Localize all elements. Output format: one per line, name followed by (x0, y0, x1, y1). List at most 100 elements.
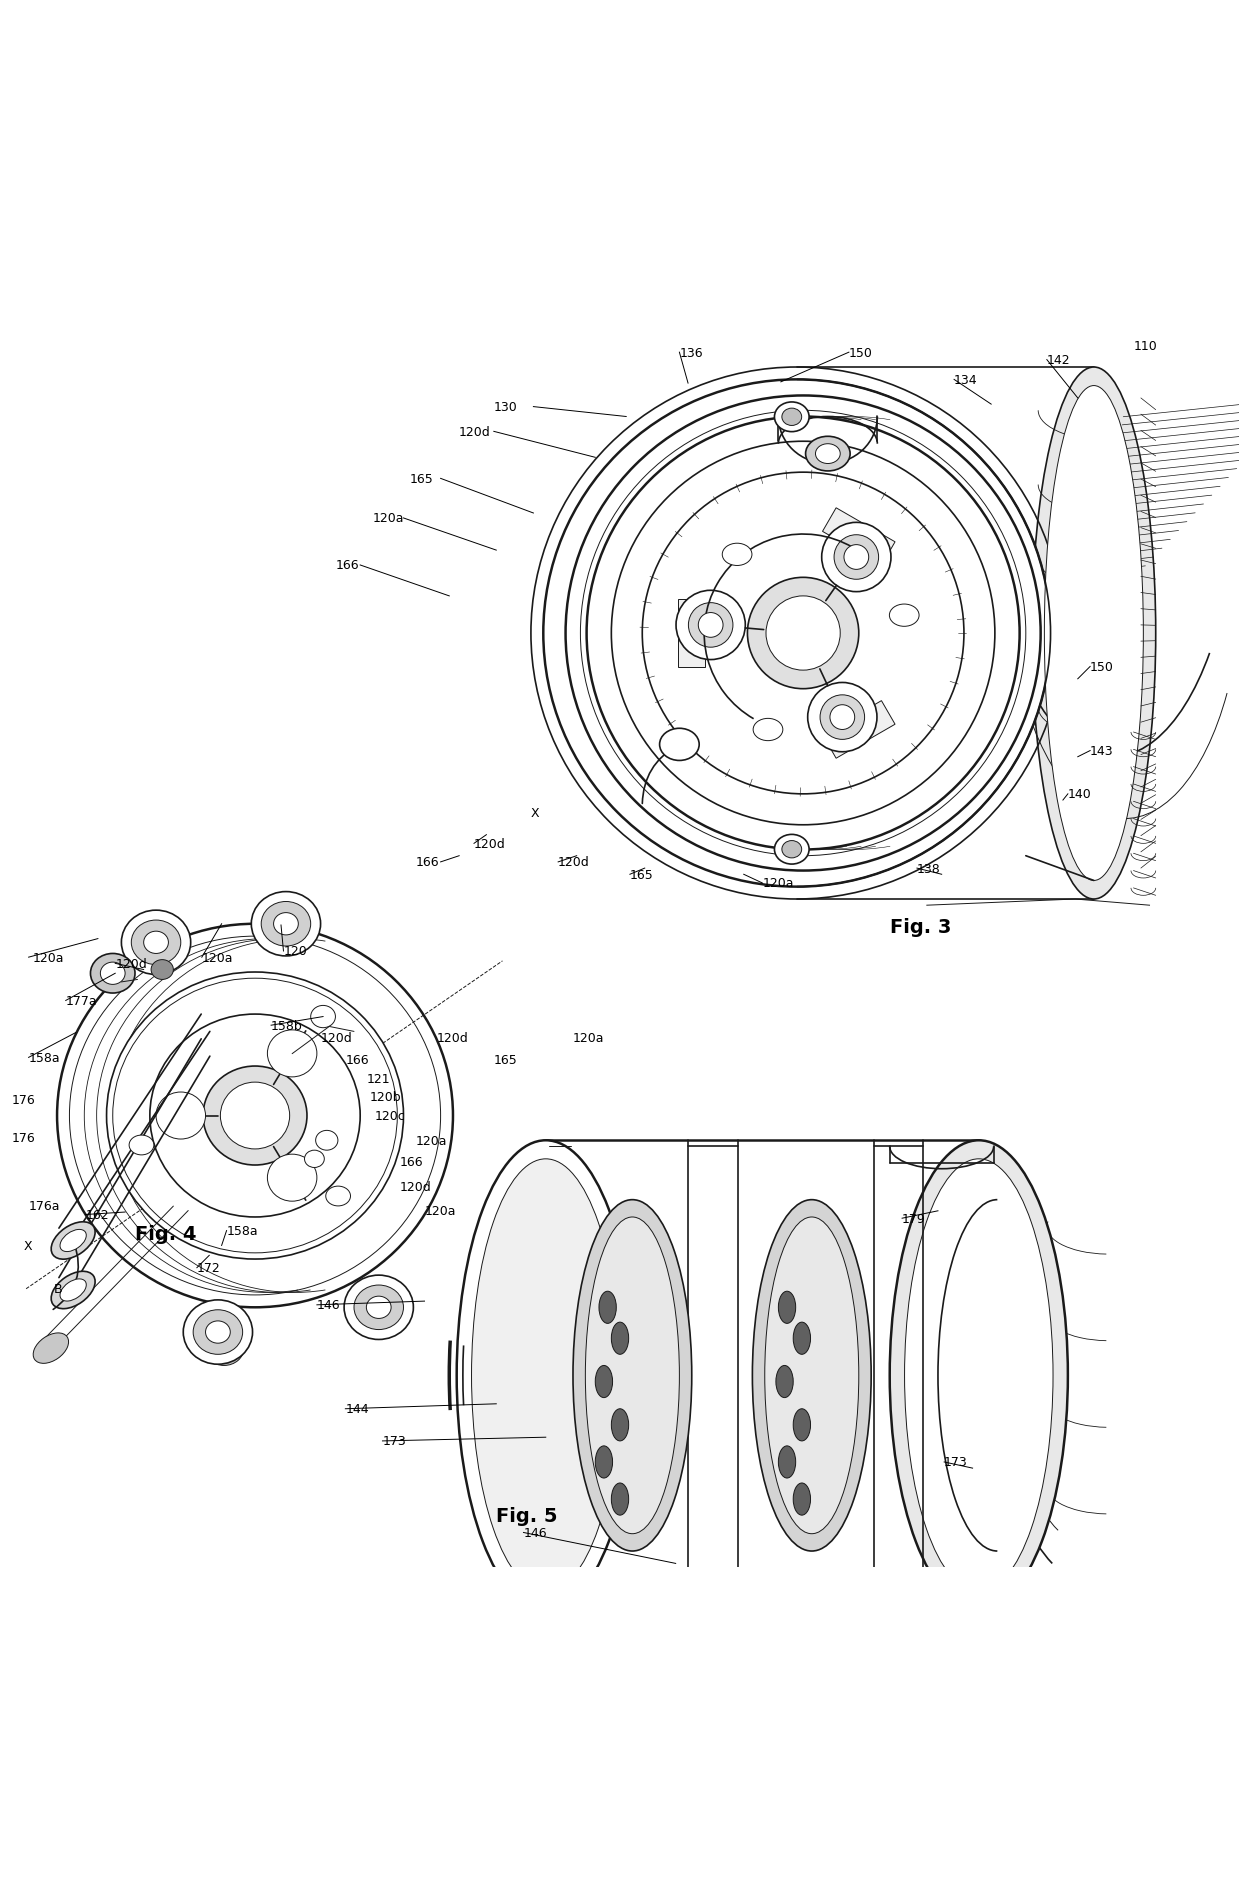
Ellipse shape (753, 719, 782, 742)
Ellipse shape (794, 1323, 811, 1355)
Ellipse shape (205, 1330, 244, 1367)
Ellipse shape (698, 613, 723, 638)
Text: 120a: 120a (372, 512, 404, 526)
Text: 120a: 120a (32, 951, 63, 964)
Ellipse shape (844, 545, 869, 569)
Ellipse shape (150, 1015, 360, 1217)
Ellipse shape (775, 835, 808, 865)
Text: 146: 146 (317, 1298, 341, 1312)
Polygon shape (822, 700, 895, 759)
Text: 173: 173 (944, 1456, 968, 1469)
Text: 162: 162 (86, 1209, 109, 1220)
Ellipse shape (782, 408, 802, 427)
Text: 146: 146 (523, 1526, 547, 1539)
Text: 143: 143 (1090, 744, 1114, 757)
Ellipse shape (1044, 387, 1143, 881)
Ellipse shape (51, 1222, 95, 1260)
Ellipse shape (822, 524, 892, 592)
Ellipse shape (748, 579, 859, 689)
Ellipse shape (91, 955, 135, 993)
Text: 120d: 120d (399, 1181, 432, 1194)
Text: 120d: 120d (321, 1031, 352, 1044)
Text: 165: 165 (409, 473, 434, 486)
Text: 165: 165 (630, 867, 653, 881)
Text: Fig. 3: Fig. 3 (890, 917, 951, 936)
Text: 173: 173 (382, 1435, 407, 1448)
Text: 158a: 158a (227, 1224, 258, 1237)
Text: 166: 166 (336, 560, 360, 571)
Ellipse shape (816, 444, 841, 465)
Text: 150: 150 (1090, 661, 1114, 674)
Text: 120: 120 (284, 945, 308, 958)
Text: 120d: 120d (474, 837, 506, 850)
Ellipse shape (326, 1186, 351, 1207)
Text: 121: 121 (366, 1072, 391, 1086)
Text: 140: 140 (1068, 788, 1091, 801)
Ellipse shape (193, 1310, 243, 1355)
Ellipse shape (889, 605, 919, 626)
Ellipse shape (366, 1296, 391, 1319)
Text: 177a: 177a (66, 995, 98, 1008)
Text: 158b: 158b (272, 1019, 303, 1033)
Ellipse shape (776, 1367, 794, 1397)
Ellipse shape (611, 1323, 629, 1355)
Ellipse shape (722, 545, 751, 566)
Ellipse shape (57, 924, 453, 1308)
Text: 172: 172 (197, 1262, 221, 1275)
Text: B: B (53, 1283, 62, 1296)
Ellipse shape (156, 1093, 206, 1139)
Ellipse shape (343, 1275, 413, 1340)
Text: 166: 166 (415, 856, 439, 869)
Ellipse shape (471, 1160, 620, 1592)
Text: 166: 166 (345, 1053, 370, 1067)
Ellipse shape (765, 1217, 859, 1534)
Ellipse shape (268, 1154, 317, 1201)
Ellipse shape (144, 932, 169, 955)
Ellipse shape (688, 604, 733, 647)
Ellipse shape (794, 1408, 811, 1441)
Text: 120a: 120a (202, 951, 233, 964)
Text: 120d: 120d (115, 957, 148, 970)
Ellipse shape (585, 1217, 680, 1534)
Text: 179: 179 (901, 1213, 926, 1224)
Ellipse shape (107, 972, 403, 1260)
Text: 134: 134 (954, 374, 977, 387)
Ellipse shape (599, 1291, 616, 1323)
Text: 120c: 120c (374, 1110, 405, 1122)
Ellipse shape (268, 1031, 317, 1078)
Ellipse shape (353, 1285, 403, 1330)
Text: 176: 176 (11, 1093, 35, 1107)
Ellipse shape (100, 962, 125, 985)
Text: 158a: 158a (29, 1051, 61, 1065)
Ellipse shape (305, 1150, 325, 1167)
Text: 120a: 120a (415, 1135, 448, 1146)
Ellipse shape (129, 1135, 154, 1156)
Text: 150: 150 (849, 347, 873, 359)
Ellipse shape (151, 960, 174, 979)
Text: 120d: 120d (436, 1031, 469, 1044)
Ellipse shape (595, 1367, 613, 1397)
Ellipse shape (456, 1141, 635, 1611)
Text: 120a: 120a (573, 1031, 604, 1044)
Text: Fig. 4: Fig. 4 (135, 1224, 196, 1243)
Text: X: X (24, 1239, 32, 1253)
Ellipse shape (766, 596, 841, 670)
Text: 120d: 120d (459, 425, 491, 438)
Ellipse shape (775, 402, 808, 433)
Ellipse shape (806, 437, 851, 473)
Text: 176: 176 (11, 1131, 35, 1144)
Ellipse shape (184, 1300, 253, 1365)
Ellipse shape (60, 1279, 87, 1302)
Ellipse shape (262, 902, 311, 947)
Ellipse shape (753, 1200, 872, 1551)
Ellipse shape (779, 1446, 796, 1479)
Ellipse shape (794, 1482, 811, 1515)
Ellipse shape (820, 695, 864, 740)
Ellipse shape (830, 706, 854, 731)
Ellipse shape (587, 418, 1019, 850)
Ellipse shape (835, 535, 879, 581)
Ellipse shape (131, 921, 181, 964)
Ellipse shape (611, 1482, 629, 1515)
Ellipse shape (543, 380, 1050, 886)
Ellipse shape (660, 729, 699, 761)
